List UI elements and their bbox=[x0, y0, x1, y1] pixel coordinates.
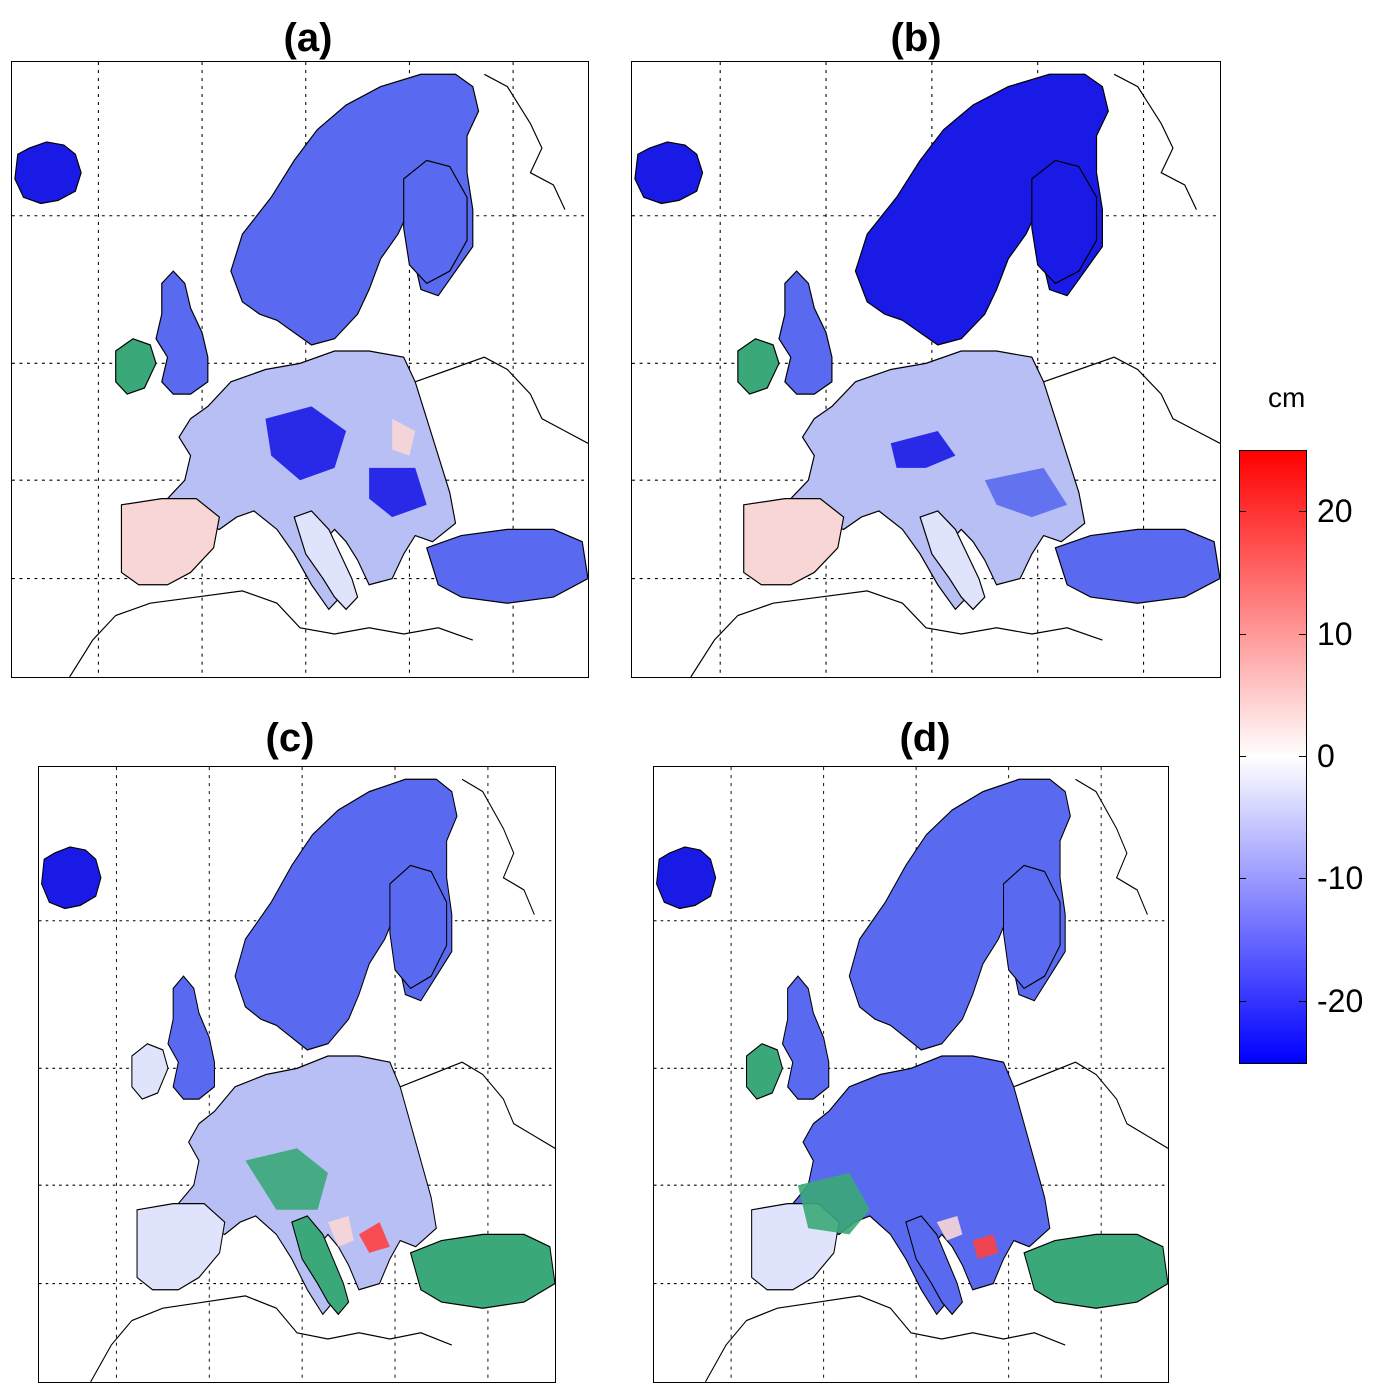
coastline bbox=[1013, 1061, 1168, 1149]
map-panel-b bbox=[631, 61, 1221, 678]
region-iberia bbox=[743, 498, 845, 586]
colorbar-tick-mark bbox=[1239, 511, 1246, 513]
map-svg-b bbox=[632, 62, 1220, 677]
region-italy bbox=[293, 510, 359, 611]
anomaly-patch bbox=[984, 467, 1068, 518]
anomaly-patch bbox=[797, 1172, 870, 1235]
region-iceland bbox=[14, 141, 82, 205]
region-iberia bbox=[120, 498, 220, 586]
region-ireland bbox=[737, 338, 780, 395]
anomaly-patch bbox=[369, 467, 427, 518]
coastline bbox=[415, 356, 588, 444]
region-ireland bbox=[115, 338, 157, 395]
coastline bbox=[90, 1295, 452, 1382]
region-turkey bbox=[1023, 1233, 1168, 1309]
coastline bbox=[484, 73, 566, 210]
colorbar-tick-mark bbox=[1239, 1000, 1246, 1002]
region-turkey bbox=[1054, 528, 1220, 604]
map-svg-d bbox=[654, 767, 1168, 1382]
colorbar-tick-mark bbox=[1299, 878, 1306, 880]
region-scandinavia bbox=[234, 778, 458, 1051]
panel-title-c: (c) bbox=[265, 716, 315, 760]
region-britain bbox=[781, 975, 830, 1100]
region-italy bbox=[905, 1215, 963, 1316]
region-turkey bbox=[425, 528, 588, 604]
region-finland bbox=[389, 864, 448, 990]
anomaly-patch bbox=[245, 1148, 328, 1210]
region-scandinavia bbox=[230, 73, 480, 346]
region-iceland bbox=[656, 846, 717, 910]
colorbar-tick-label: 20 bbox=[1317, 493, 1353, 530]
coastline bbox=[461, 778, 535, 915]
coastline bbox=[69, 590, 473, 677]
region-iceland bbox=[41, 846, 102, 910]
colorbar-tick-label: -20 bbox=[1317, 982, 1364, 1019]
colorbar bbox=[1239, 450, 1307, 1064]
panel-title-d: (d) bbox=[899, 716, 951, 760]
region-italy bbox=[919, 510, 986, 611]
colorbar-unit-label: cm bbox=[1268, 382, 1306, 413]
colorbar-tick-label: 10 bbox=[1317, 615, 1353, 652]
colorbar-tick-mark bbox=[1299, 511, 1306, 513]
region-britain bbox=[167, 975, 215, 1100]
panel-title-a: (a) bbox=[283, 16, 333, 60]
colorbar-tick-mark bbox=[1299, 633, 1306, 635]
map-panel-c bbox=[38, 766, 556, 1383]
panel-title-b: (b) bbox=[890, 16, 942, 60]
anomaly-patch bbox=[972, 1234, 999, 1259]
anomaly-patch bbox=[890, 431, 956, 468]
colorbar-tick-label: -10 bbox=[1317, 860, 1364, 897]
anomaly-patch bbox=[358, 1222, 390, 1253]
region-scandinavia bbox=[854, 73, 1109, 346]
region-italy bbox=[291, 1215, 350, 1316]
map-svg-c bbox=[39, 767, 555, 1382]
map-panel-d bbox=[653, 766, 1169, 1383]
region-turkey bbox=[409, 1233, 555, 1309]
region-scandinavia bbox=[848, 778, 1071, 1051]
anomaly-patch bbox=[392, 418, 416, 456]
region-britain bbox=[155, 270, 209, 395]
map-svg-a bbox=[12, 62, 588, 677]
colorbar-tick-label: 0 bbox=[1317, 738, 1335, 774]
anomaly-patch bbox=[936, 1215, 963, 1241]
coastline bbox=[1075, 778, 1148, 915]
region-iceland bbox=[634, 141, 704, 205]
region-britain bbox=[778, 270, 833, 395]
region-finland bbox=[1031, 159, 1098, 285]
colorbar-tick-mark bbox=[1239, 756, 1246, 757]
region-ireland bbox=[131, 1043, 169, 1100]
colorbar-tick-mark bbox=[1239, 633, 1246, 635]
coastline bbox=[690, 590, 1103, 677]
anomaly-patch bbox=[265, 406, 347, 481]
coastline bbox=[704, 1295, 1066, 1382]
coastline bbox=[400, 1061, 555, 1149]
coastline bbox=[1113, 73, 1198, 210]
coastline bbox=[1043, 356, 1220, 444]
region-finland bbox=[403, 159, 468, 285]
colorbar-tick-mark bbox=[1299, 756, 1306, 757]
region-ireland bbox=[746, 1043, 784, 1100]
anomaly-patch bbox=[327, 1215, 354, 1247]
region-finland bbox=[1003, 864, 1061, 990]
map-panel-a bbox=[11, 61, 589, 678]
colorbar-tick-mark bbox=[1299, 1000, 1306, 1002]
colorbar-tick-mark bbox=[1239, 878, 1246, 880]
region-iberia bbox=[136, 1203, 226, 1291]
